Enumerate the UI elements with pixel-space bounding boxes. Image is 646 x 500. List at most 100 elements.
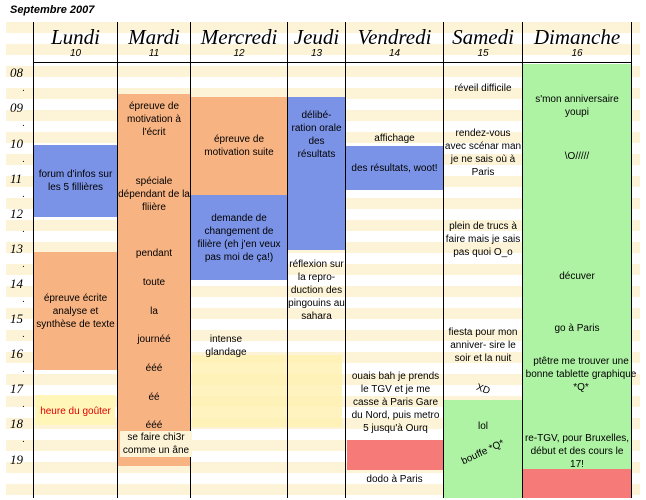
mercredi-yellow-blob xyxy=(192,355,342,427)
column-divider xyxy=(33,22,34,498)
column-divider xyxy=(345,22,346,498)
day-header-jeudi: Jeudi 13 xyxy=(288,26,345,60)
event-dimanche-anniv: s'mon anniversaire youpi xyxy=(535,94,619,118)
event-mardi-journee: journéé xyxy=(137,334,171,345)
day-number: 11 xyxy=(148,48,160,59)
hour-dot: . xyxy=(22,364,25,375)
hour-label: 09 xyxy=(10,100,23,115)
hour-label: 10 xyxy=(10,136,23,151)
event-mardi-motivation: épreuve de motivation à l'écrit xyxy=(127,101,181,138)
column-divider xyxy=(190,22,191,498)
event-dimanche-decuver: décuver xyxy=(559,271,595,282)
day-name: Jeudi xyxy=(293,25,340,49)
hour-dot: . xyxy=(22,224,25,235)
event-samedi-trucs: plein de trucs à faire mais je sais pas … xyxy=(445,221,521,258)
hour-label: 18 xyxy=(10,416,23,431)
event-jeudi-deliberation[interactable]: délibé- ration orale des résultats xyxy=(288,97,345,250)
day-name: Vendredi xyxy=(357,25,432,49)
hour-label: 08 xyxy=(10,65,23,80)
hour-label: 11 xyxy=(10,171,23,186)
event-dimanche-tablette: ptêtre me trouver une bonne tablette gra… xyxy=(525,356,637,393)
hour-dot: . xyxy=(22,154,25,165)
lundi-gouter-block xyxy=(35,395,115,425)
event-text: épreuve écrite analyse et synthèse de te… xyxy=(36,292,115,330)
event-mercredi-glandage: intense glandage xyxy=(205,334,247,358)
event-dimanche-retgv: re-TGV, pour Bruxelles, début et des cou… xyxy=(524,433,630,470)
event-lundi-epreuve[interactable]: épreuve écrite analyse et synthèse de te… xyxy=(34,252,117,370)
event-text: des résultats, woot! xyxy=(351,162,438,174)
day-header-dimanche: Dimanche 16 xyxy=(523,26,631,60)
event-text: forum d'infos sur les 5 fillières xyxy=(38,169,113,193)
event-mardi-sefaire: se faire chi3r comme un âne xyxy=(120,431,192,457)
day-number: 13 xyxy=(310,48,323,59)
hour-label: 17 xyxy=(10,381,23,396)
day-number: 16 xyxy=(571,48,583,59)
day-header-vendredi: Vendredi 14 xyxy=(346,26,443,60)
event-samedi-fiesta: fiesta pour mon anniver- sire le soir et… xyxy=(448,327,518,364)
day-header-mercredi: Mercredi 12 xyxy=(191,26,287,60)
day-name: Dimanche xyxy=(533,25,621,49)
day-name: Mardi xyxy=(128,25,180,49)
event-samedi-rdv: rendez-vous avec scénar man je ne sais o… xyxy=(444,128,522,178)
day-name: Mercredi xyxy=(200,25,278,49)
event-dimanche-o: \O///// xyxy=(564,151,590,162)
hour-dot: . xyxy=(22,189,25,200)
event-mercredi-motivation[interactable]: épreuve de motivation suite xyxy=(191,97,287,195)
event-lundi-forum[interactable]: forum d'infos sur les 5 fillières xyxy=(34,145,117,217)
hour-label: 12 xyxy=(10,206,23,221)
hour-dot: . xyxy=(22,329,25,340)
samedi-green-block xyxy=(444,400,522,498)
day-name: Samedi xyxy=(452,25,514,49)
day-header-lundi: Lundi 10 xyxy=(34,26,117,60)
day-number: 14 xyxy=(388,48,401,59)
hour-dot: . xyxy=(22,118,25,129)
hour-label: 14 xyxy=(10,276,23,291)
event-text: délibé- ration orale des résultats xyxy=(291,110,342,160)
event-mardi-ee: éé xyxy=(148,392,160,403)
hour-label: 19 xyxy=(10,452,23,467)
event-mardi-pendant: pendant xyxy=(135,248,173,259)
hour-label: 16 xyxy=(10,346,23,361)
column-divider xyxy=(522,22,523,498)
hour-label: 15 xyxy=(10,311,23,326)
header-divider xyxy=(33,62,632,63)
column-divider xyxy=(117,22,118,498)
day-name: Lundi xyxy=(50,25,100,49)
day-header-mardi: Mardi 11 xyxy=(118,26,190,60)
event-lundi-gouter[interactable]: heure du goûter xyxy=(34,400,117,422)
column-divider xyxy=(287,22,288,498)
event-jeudi-reflexion: réflexion sur la repro- duction des ping… xyxy=(288,259,345,322)
month-label: Septembre 2007 xyxy=(10,4,95,16)
hour-dot: . xyxy=(22,259,25,270)
event-mardi-toute: toute xyxy=(142,277,166,288)
day-number: 10 xyxy=(69,48,82,59)
column-divider xyxy=(631,22,632,498)
hour-label: 13 xyxy=(10,241,23,256)
hour-dot: . xyxy=(22,434,25,445)
event-mardi-eee1: ééé xyxy=(145,363,163,374)
dimanche-green-block xyxy=(523,64,631,469)
event-samedi-reveil: réveil difficile xyxy=(454,83,512,94)
day-number: 12 xyxy=(233,48,245,59)
day-number: 15 xyxy=(477,48,489,59)
event-vendredi-dodo: dodo à Paris xyxy=(366,474,423,485)
event-mardi-speciale: spéciale dépendant de la fliière xyxy=(118,176,190,213)
day-header-samedi: Samedi 15 xyxy=(444,26,522,60)
hour-dot: . xyxy=(22,399,25,410)
event-text: demande de changement de filière (eh j'e… xyxy=(197,212,281,263)
column-divider xyxy=(443,22,444,498)
event-vendredi-resultats[interactable]: des résultats, woot! xyxy=(346,146,443,190)
event-mardi-block[interactable] xyxy=(118,94,190,466)
hour-dot: . xyxy=(22,83,25,94)
event-dimanche-paris: go à Paris xyxy=(554,323,600,334)
dimanche-red-block xyxy=(523,469,631,498)
event-text: heure du goûter xyxy=(40,405,111,417)
vendredi-red-block xyxy=(347,440,444,470)
event-mardi-la: la xyxy=(150,306,158,317)
event-text: épreuve de motivation suite xyxy=(204,134,274,158)
event-vendredi-tgv: ouais bah je prends le TGV et je me cass… xyxy=(351,371,440,434)
event-samedi-lol: lol xyxy=(477,421,488,432)
event-vendredi-affichage: affichage xyxy=(374,133,415,144)
hour-dot: . xyxy=(22,294,25,305)
event-mercredi-demande[interactable]: demande de changement de filière (eh j'e… xyxy=(191,195,287,280)
